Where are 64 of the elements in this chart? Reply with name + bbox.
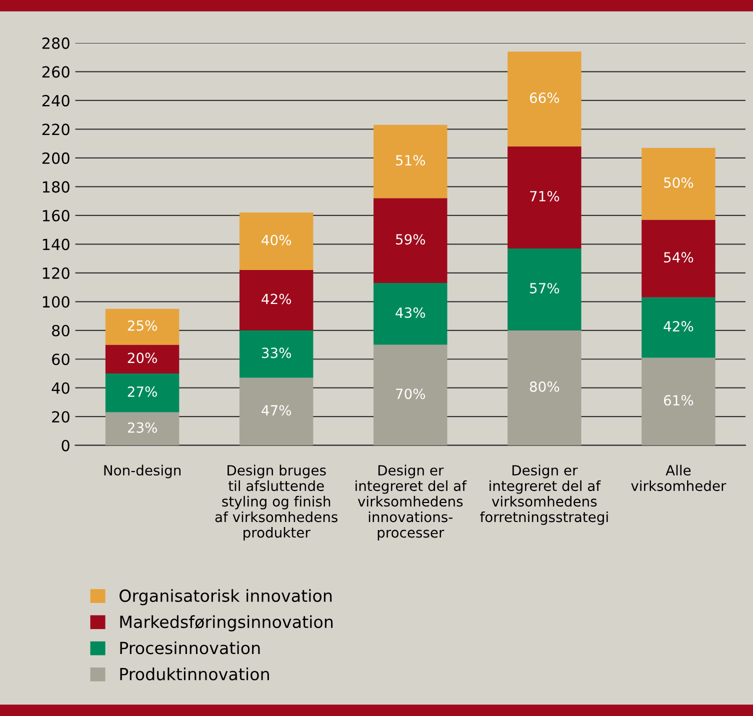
x-tick-label: Design er integreret del af virksomhedens innovations- processer	[356, 464, 467, 540]
text: 42%	[664, 321, 694, 332]
y-tick-label: 60	[52, 354, 70, 366]
text: 51%	[396, 155, 426, 166]
bar	[374, 282, 448, 345]
y-tick-label: 20	[52, 411, 70, 423]
bar	[374, 344, 448, 446]
y-tick-label: 0	[62, 440, 70, 452]
text: 61%	[664, 395, 694, 406]
y-tick-label: 280	[42, 37, 70, 49]
legend-label: Procesinnovation	[120, 641, 260, 654]
x-tick-label: Non-design	[104, 464, 181, 478]
bar	[508, 52, 582, 146]
y-tick-label: 220	[42, 124, 70, 136]
y-tick-label: 140	[42, 238, 70, 250]
text: 80%	[530, 381, 560, 392]
bar	[105, 344, 180, 374]
bar	[508, 330, 582, 446]
bar	[374, 198, 448, 283]
text: 25%	[128, 320, 157, 331]
legend-label: Organisatorisk innovation	[120, 589, 332, 606]
y-tick-label: 80	[52, 324, 70, 336]
text: 40%	[262, 234, 292, 246]
x-tick-label: Alle virksomheder	[631, 464, 726, 492]
x-tick-label: Design er integreret del af virksomhedens forretningsstrategi	[480, 464, 608, 525]
bar	[239, 330, 314, 378]
y-tick-label: 260	[42, 66, 70, 78]
bar	[508, 248, 582, 330]
text: 43%	[396, 307, 426, 318]
text: 66%	[530, 92, 560, 104]
y-tick-label: 100	[42, 296, 70, 308]
text: 47%	[262, 405, 292, 416]
bar	[642, 148, 716, 220]
y-tick-label: 240	[42, 94, 70, 106]
bar	[642, 297, 716, 358]
y-tick-label: 180	[42, 181, 70, 193]
y-tick-label: 200	[42, 152, 70, 164]
bar	[239, 212, 314, 270]
bar	[642, 220, 716, 298]
text: 27%	[128, 386, 157, 397]
legend-label: Produktinnovation	[120, 668, 269, 680]
text: 23%	[128, 422, 157, 433]
text: 50%	[664, 177, 694, 188]
bar	[105, 373, 180, 412]
bar	[374, 124, 448, 198]
bar	[642, 358, 716, 446]
text: 33%	[262, 348, 292, 358]
bar	[105, 308, 180, 345]
text: 70%	[396, 388, 426, 400]
legend-label: Markedsføringsinnovation	[120, 615, 333, 632]
text: 20%	[128, 352, 157, 364]
bar	[239, 378, 314, 446]
text: 71%	[530, 190, 560, 202]
text: 57%	[530, 282, 560, 294]
text: 59%	[396, 234, 426, 245]
y-tick-label: 160	[42, 210, 70, 222]
bar	[508, 146, 582, 248]
text: 54%	[664, 252, 694, 263]
bar	[239, 270, 314, 330]
text: 42%	[262, 294, 292, 304]
x-tick-label: Design bruges til afsluttende styling og finish af virksomhedens produkter	[215, 464, 338, 540]
y-tick-label: 120	[42, 267, 70, 279]
bar	[105, 412, 180, 446]
y-tick-label: 40	[52, 382, 70, 394]
